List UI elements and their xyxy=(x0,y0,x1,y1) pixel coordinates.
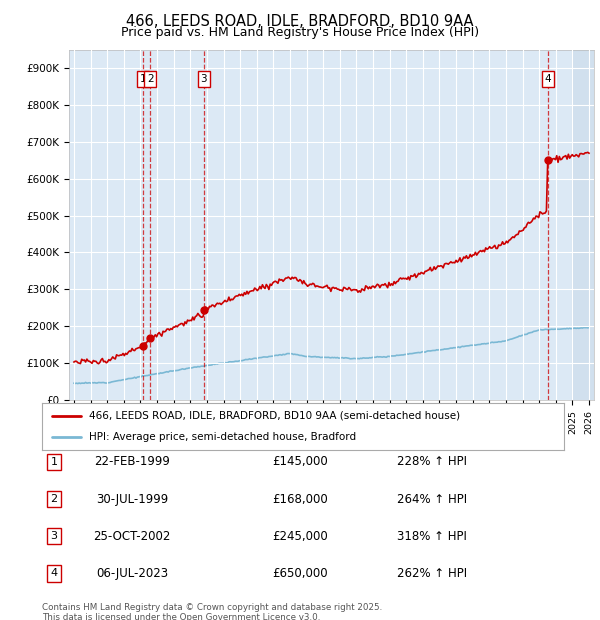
Text: 3: 3 xyxy=(50,531,58,541)
Text: 3: 3 xyxy=(200,74,207,84)
Text: HPI: Average price, semi-detached house, Bradford: HPI: Average price, semi-detached house,… xyxy=(89,432,356,442)
Text: 2: 2 xyxy=(147,74,154,84)
Text: 30-JUL-1999: 30-JUL-1999 xyxy=(96,493,168,505)
Text: 466, LEEDS ROAD, IDLE, BRADFORD, BD10 9AA: 466, LEEDS ROAD, IDLE, BRADFORD, BD10 9A… xyxy=(126,14,474,29)
Text: Contains HM Land Registry data © Crown copyright and database right 2025.
This d: Contains HM Land Registry data © Crown c… xyxy=(42,603,382,620)
Text: 25-OCT-2002: 25-OCT-2002 xyxy=(94,530,170,542)
Text: £145,000: £145,000 xyxy=(272,456,328,468)
Text: 318% ↑ HPI: 318% ↑ HPI xyxy=(397,530,467,542)
Text: 4: 4 xyxy=(50,569,58,578)
Text: 06-JUL-2023: 06-JUL-2023 xyxy=(96,567,168,580)
Text: £245,000: £245,000 xyxy=(272,530,328,542)
Bar xyxy=(572,50,594,400)
Text: 264% ↑ HPI: 264% ↑ HPI xyxy=(397,493,467,505)
Text: £168,000: £168,000 xyxy=(272,493,328,505)
Text: 4: 4 xyxy=(544,74,551,84)
Text: 22-FEB-1999: 22-FEB-1999 xyxy=(94,456,170,468)
Text: 228% ↑ HPI: 228% ↑ HPI xyxy=(397,456,467,468)
Text: 1: 1 xyxy=(50,457,58,467)
Text: 466, LEEDS ROAD, IDLE, BRADFORD, BD10 9AA (semi-detached house): 466, LEEDS ROAD, IDLE, BRADFORD, BD10 9A… xyxy=(89,410,460,420)
Text: Price paid vs. HM Land Registry's House Price Index (HPI): Price paid vs. HM Land Registry's House … xyxy=(121,26,479,39)
Text: 1: 1 xyxy=(139,74,146,84)
Text: 2: 2 xyxy=(50,494,58,504)
Text: £650,000: £650,000 xyxy=(272,567,328,580)
Text: 262% ↑ HPI: 262% ↑ HPI xyxy=(397,567,467,580)
